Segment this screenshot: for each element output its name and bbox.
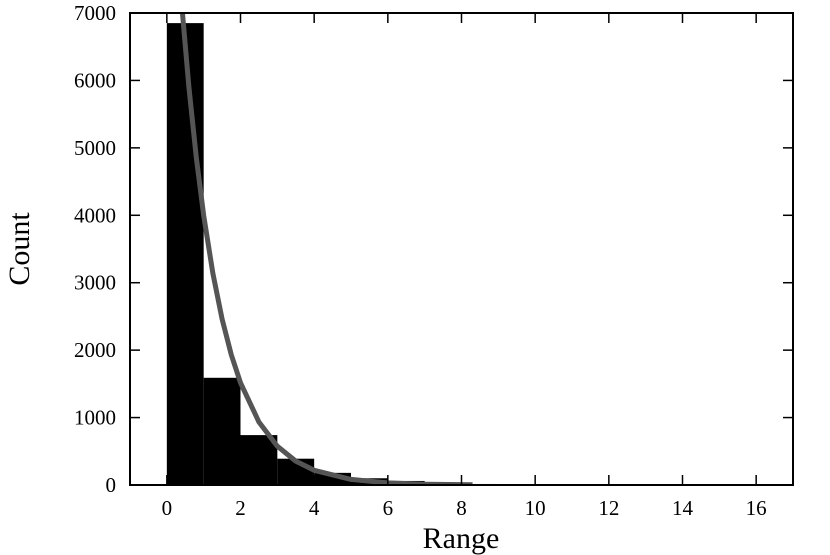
y-tick-label: 1000 (74, 406, 116, 430)
x-tick-label: 8 (456, 496, 467, 520)
x-tick-label: 4 (309, 496, 320, 520)
plot-area (166, 13, 757, 485)
y-tick-label: 3000 (74, 271, 116, 295)
y-tick-label: 2000 (74, 338, 116, 362)
fit-curve (179, 13, 473, 485)
y-tick-label: 4000 (74, 203, 116, 227)
y-tick-label: 5000 (74, 136, 116, 160)
y-tick-label: 6000 (74, 68, 116, 92)
x-tick-label: 10 (525, 496, 546, 520)
x-tick-label: 2 (235, 496, 246, 520)
bar (203, 377, 241, 485)
x-tick-label: 0 (162, 496, 173, 520)
x-tick-label: 6 (383, 496, 394, 520)
bar (166, 23, 204, 485)
x-axis-title: Range (423, 522, 500, 555)
y-tick-label: 0 (106, 473, 117, 497)
y-axis-title: Count (3, 212, 36, 286)
x-tick-label: 12 (598, 496, 619, 520)
y-tick-label: 7000 (74, 1, 116, 25)
x-tick-label: 16 (746, 496, 767, 520)
bar (240, 435, 278, 485)
x-tick-label: 14 (672, 496, 694, 520)
